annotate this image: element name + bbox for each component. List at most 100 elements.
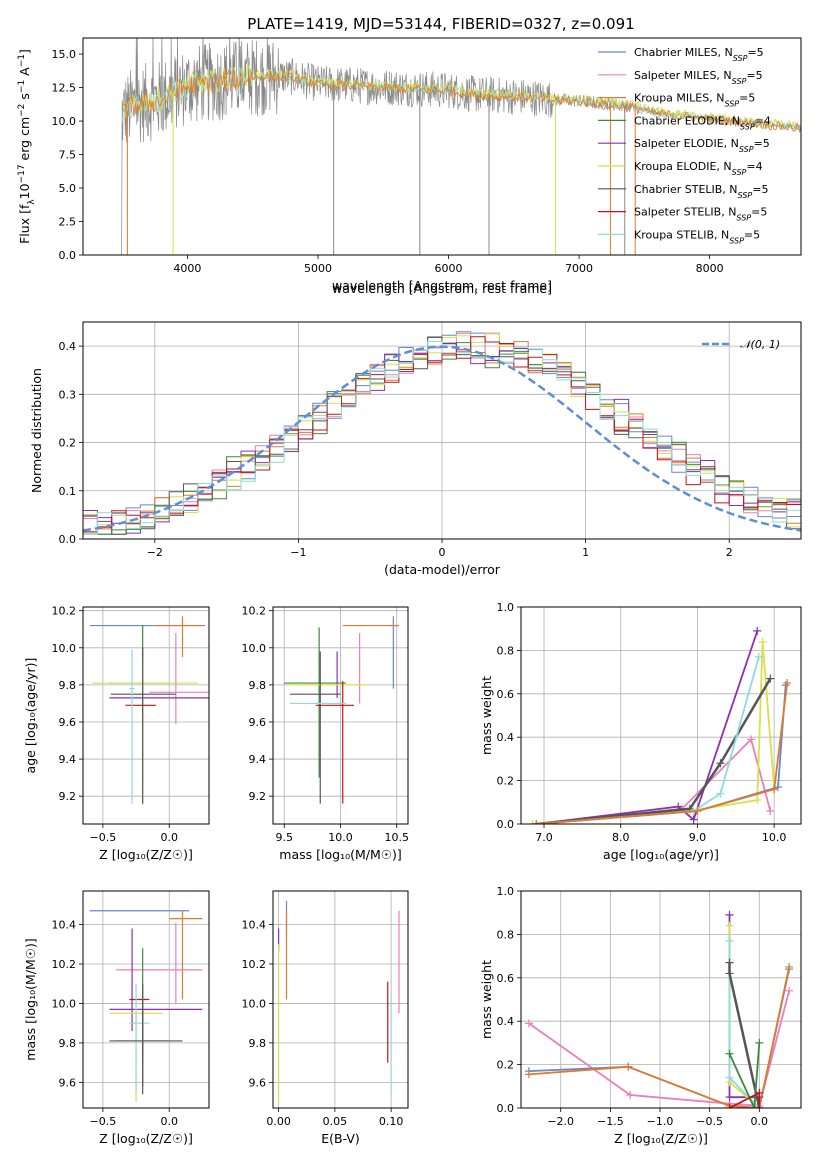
chart-spectrum: 4000 5000 6000 7000 8000 0.0 2.5 5.0 7.5 10.0 12.5…: [17, 37, 802, 296]
x-tick-label: 0.00: [266, 1115, 291, 1128]
series-line: [528, 990, 790, 1107]
y-tick-label: 10.4: [52, 919, 77, 932]
plot-area: [278, 900, 400, 1103]
series-line: [536, 630, 759, 824]
y-tick-label: 9.8: [59, 1037, 77, 1050]
x-tick-label: 7.0: [535, 831, 553, 844]
y-tick-label: 1.0: [497, 601, 515, 614]
series-line: [728, 914, 760, 1099]
x-tick-label: 0: [439, 546, 446, 559]
x-tick-label: −0.5: [90, 1115, 117, 1128]
data-point-marker: [524, 1019, 533, 1028]
legend-label-part: Salpeter STELIB, N: [634, 206, 736, 219]
x-tick-label: −1.5: [597, 1115, 624, 1128]
legend-label-part: SSP: [739, 145, 754, 154]
x-tick-label: −0.5: [90, 831, 117, 844]
legend-label: Salpeter STELIB, NSSP=5: [634, 206, 767, 223]
data-point-marker: [693, 806, 702, 815]
axes-frame: [82, 606, 210, 825]
chart-mass-vs-z: −0.5 0.0 9.6 9.8 10.0 10.2 10.4 Z [log₁₀(Z/Z☉)]…: [23, 890, 210, 1146]
legend-label-part: SSP: [736, 213, 751, 222]
y-tick-label: 0.4: [497, 1015, 515, 1028]
chart-mass-vs-ebv: 0.00 0.05 0.10 9.6 9.8 10.0 10.2 10.4 E(B-V): [242, 890, 409, 1146]
x-tick-label: −2: [147, 546, 163, 559]
x-axis-label: Z [log₁₀(Z/Z☉)]: [99, 1131, 193, 1146]
gridlines: [521, 606, 801, 825]
plot-area: [89, 910, 203, 1103]
series-line: [536, 677, 772, 824]
y-axis-label-part: s: [17, 93, 32, 104]
x-tick-label: 0.10: [379, 1115, 404, 1128]
y-tick-label: 10.2: [242, 605, 267, 618]
x-axis-label: E(B-V): [321, 1131, 360, 1146]
data-point-marker: [755, 1038, 764, 1047]
series-line: [528, 968, 790, 1108]
y-tick-label: 0.3: [59, 388, 77, 401]
y-tick-label: 0.0: [59, 533, 77, 546]
legend-label-part: Kroupa STELIB, N: [634, 228, 729, 241]
legend-label-part: SSP: [740, 122, 755, 131]
y-axis-label: mass [log₁₀(M/M☉)]: [23, 938, 38, 1060]
x-tick-label: 1: [582, 546, 589, 559]
axes-frame: [272, 890, 409, 1109]
legend-label: Kroupa MILES, NSSP=5: [634, 92, 755, 109]
histogram-step: [83, 336, 801, 535]
y-tick-label: 15.0: [52, 48, 77, 61]
data-point-marker: [725, 1093, 734, 1102]
legend-label-part: =5: [747, 46, 763, 59]
legend-label-part: =5: [754, 137, 770, 150]
legend-label-part: =5: [751, 206, 767, 219]
y-tick-label: 10.0: [52, 997, 77, 1010]
chart-residuals: −2 −1 0 1 2 0.0 0.1 0.2 0.3 0.4 (data-model)/error…: [29, 321, 802, 577]
data-point-marker: [624, 1062, 633, 1071]
y-tick-label: 0.6: [497, 972, 515, 985]
y-tick-label: 10.0: [242, 997, 267, 1010]
x-tick-label: 9.0: [689, 831, 707, 844]
y-tick-label: 10.0: [52, 642, 77, 655]
data-point-marker: [753, 796, 762, 805]
data-point-marker: [725, 936, 734, 945]
x-tick-label: 8000: [696, 262, 724, 275]
y-tick-label: 12.5: [52, 82, 77, 95]
data-point-marker: [758, 637, 767, 646]
legend-label: Kroupa STELIB, NSSP=5: [634, 228, 760, 245]
legend-label: Salpeter MILES, NSSP=5: [634, 69, 763, 86]
x-axis-label: wavelength [Angstrom, rest frame]: [332, 278, 552, 293]
y-axis-label: age [log₁₀(age/yr)]: [23, 658, 38, 774]
data-point-marker: [725, 910, 734, 919]
legend-label: Kroupa ELODIE, NSSP=4: [634, 160, 763, 177]
data-point-marker: [725, 1104, 734, 1108]
y-tick-label: 10.0: [52, 115, 77, 128]
y-tick-label: 5.0: [59, 182, 77, 195]
legend-label-part: Kroupa MILES, N: [634, 92, 724, 105]
data-point-marker: [716, 789, 725, 798]
data-point-marker: [781, 681, 790, 690]
y-axis-label-part: −1: [17, 54, 27, 67]
data-point-marker: [626, 1090, 635, 1099]
data-point-marker: [689, 815, 698, 824]
series-line: [536, 656, 760, 824]
gridlines: [521, 890, 801, 1109]
legend-label-part: Chabrier MILES, N: [634, 46, 733, 59]
legend-label: Chabrier ELODIE, NSSP=4: [634, 114, 771, 130]
y-tick-label: 0.8: [497, 928, 515, 941]
data-point-marker: [755, 1104, 764, 1108]
y-axis-label: Flux [fλ10−17 erg cm−2 s−1 A−1]: [17, 49, 37, 244]
y-tick-label: 1.0: [497, 885, 515, 898]
x-tick-label: 6000: [435, 262, 463, 275]
data-point-marker: [725, 1073, 734, 1082]
y-tick-label: 9.8: [249, 679, 267, 692]
x-axis-label: Z [log₁₀(Z/Z☉)]: [99, 847, 193, 862]
x-tick-label: −2.0: [547, 1115, 574, 1128]
legend-label-part: =5: [746, 69, 762, 82]
y-tick-label: 9.6: [59, 1076, 77, 1089]
y-tick-label: 10.2: [242, 958, 267, 971]
legend-label: Salpeter ELODIE, NSSP=5: [634, 137, 770, 154]
data-point-marker: [785, 986, 794, 995]
y-tick-label: 0.4: [497, 731, 515, 744]
y-tick-label: 0.1: [59, 485, 77, 498]
legend-label-part: =4: [746, 160, 762, 173]
legend-label-part: Kroupa ELODIE, N: [634, 160, 732, 173]
model-spectrum-line: [121, 68, 801, 133]
